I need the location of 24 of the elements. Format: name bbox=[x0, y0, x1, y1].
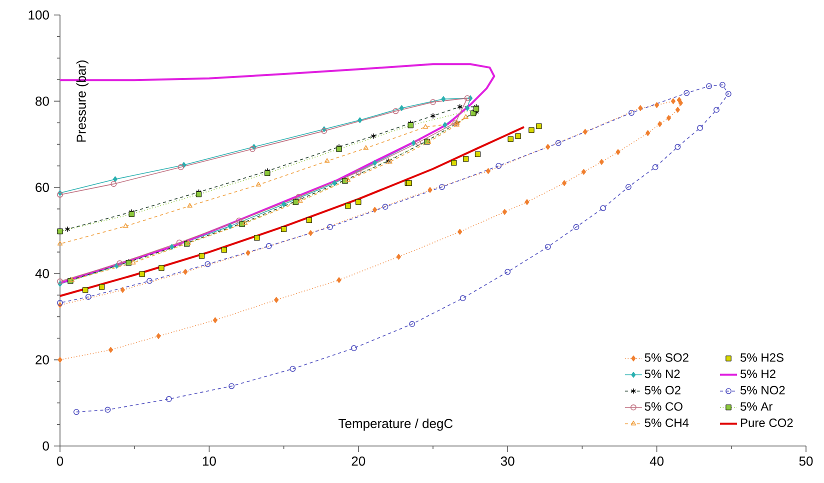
y-tick-label: 20 bbox=[36, 355, 49, 364]
y-tick-label: 60 bbox=[36, 182, 49, 192]
legend-label: 5% N2 bbox=[644, 370, 680, 378]
y-tick-label: 0 bbox=[42, 441, 49, 451]
x-tick-label: 10 bbox=[202, 456, 216, 466]
x-tick-label: 30 bbox=[500, 456, 514, 466]
x-tick-label: 20 bbox=[352, 456, 366, 466]
y-tick-label: 100 bbox=[28, 10, 49, 20]
legend-label: 5% O2 bbox=[644, 386, 680, 394]
x-tick-label: 50 bbox=[799, 456, 813, 466]
y-tick-label: 80 bbox=[36, 96, 49, 106]
legend-label: 5% H2 bbox=[740, 370, 776, 378]
x-tick-label: 40 bbox=[650, 456, 664, 466]
x-axis-title: Temperature / degC bbox=[338, 418, 453, 431]
legend-label: 5% H2S bbox=[740, 353, 784, 362]
legend-label: 5% CH4 bbox=[644, 418, 689, 428]
legend-label: Pure CO2 bbox=[740, 418, 793, 428]
legend-label: 5% NO2 bbox=[740, 386, 785, 394]
legend-label: 5% SO2 bbox=[644, 353, 688, 362]
legend-label: 5% Ar bbox=[740, 402, 772, 411]
y-axis-title: Pressure (bar) bbox=[76, 60, 88, 142]
x-tick-label: 0 bbox=[56, 456, 64, 466]
legend-label: 5% CO bbox=[644, 402, 682, 411]
y-tick-label: 40 bbox=[35, 268, 49, 278]
